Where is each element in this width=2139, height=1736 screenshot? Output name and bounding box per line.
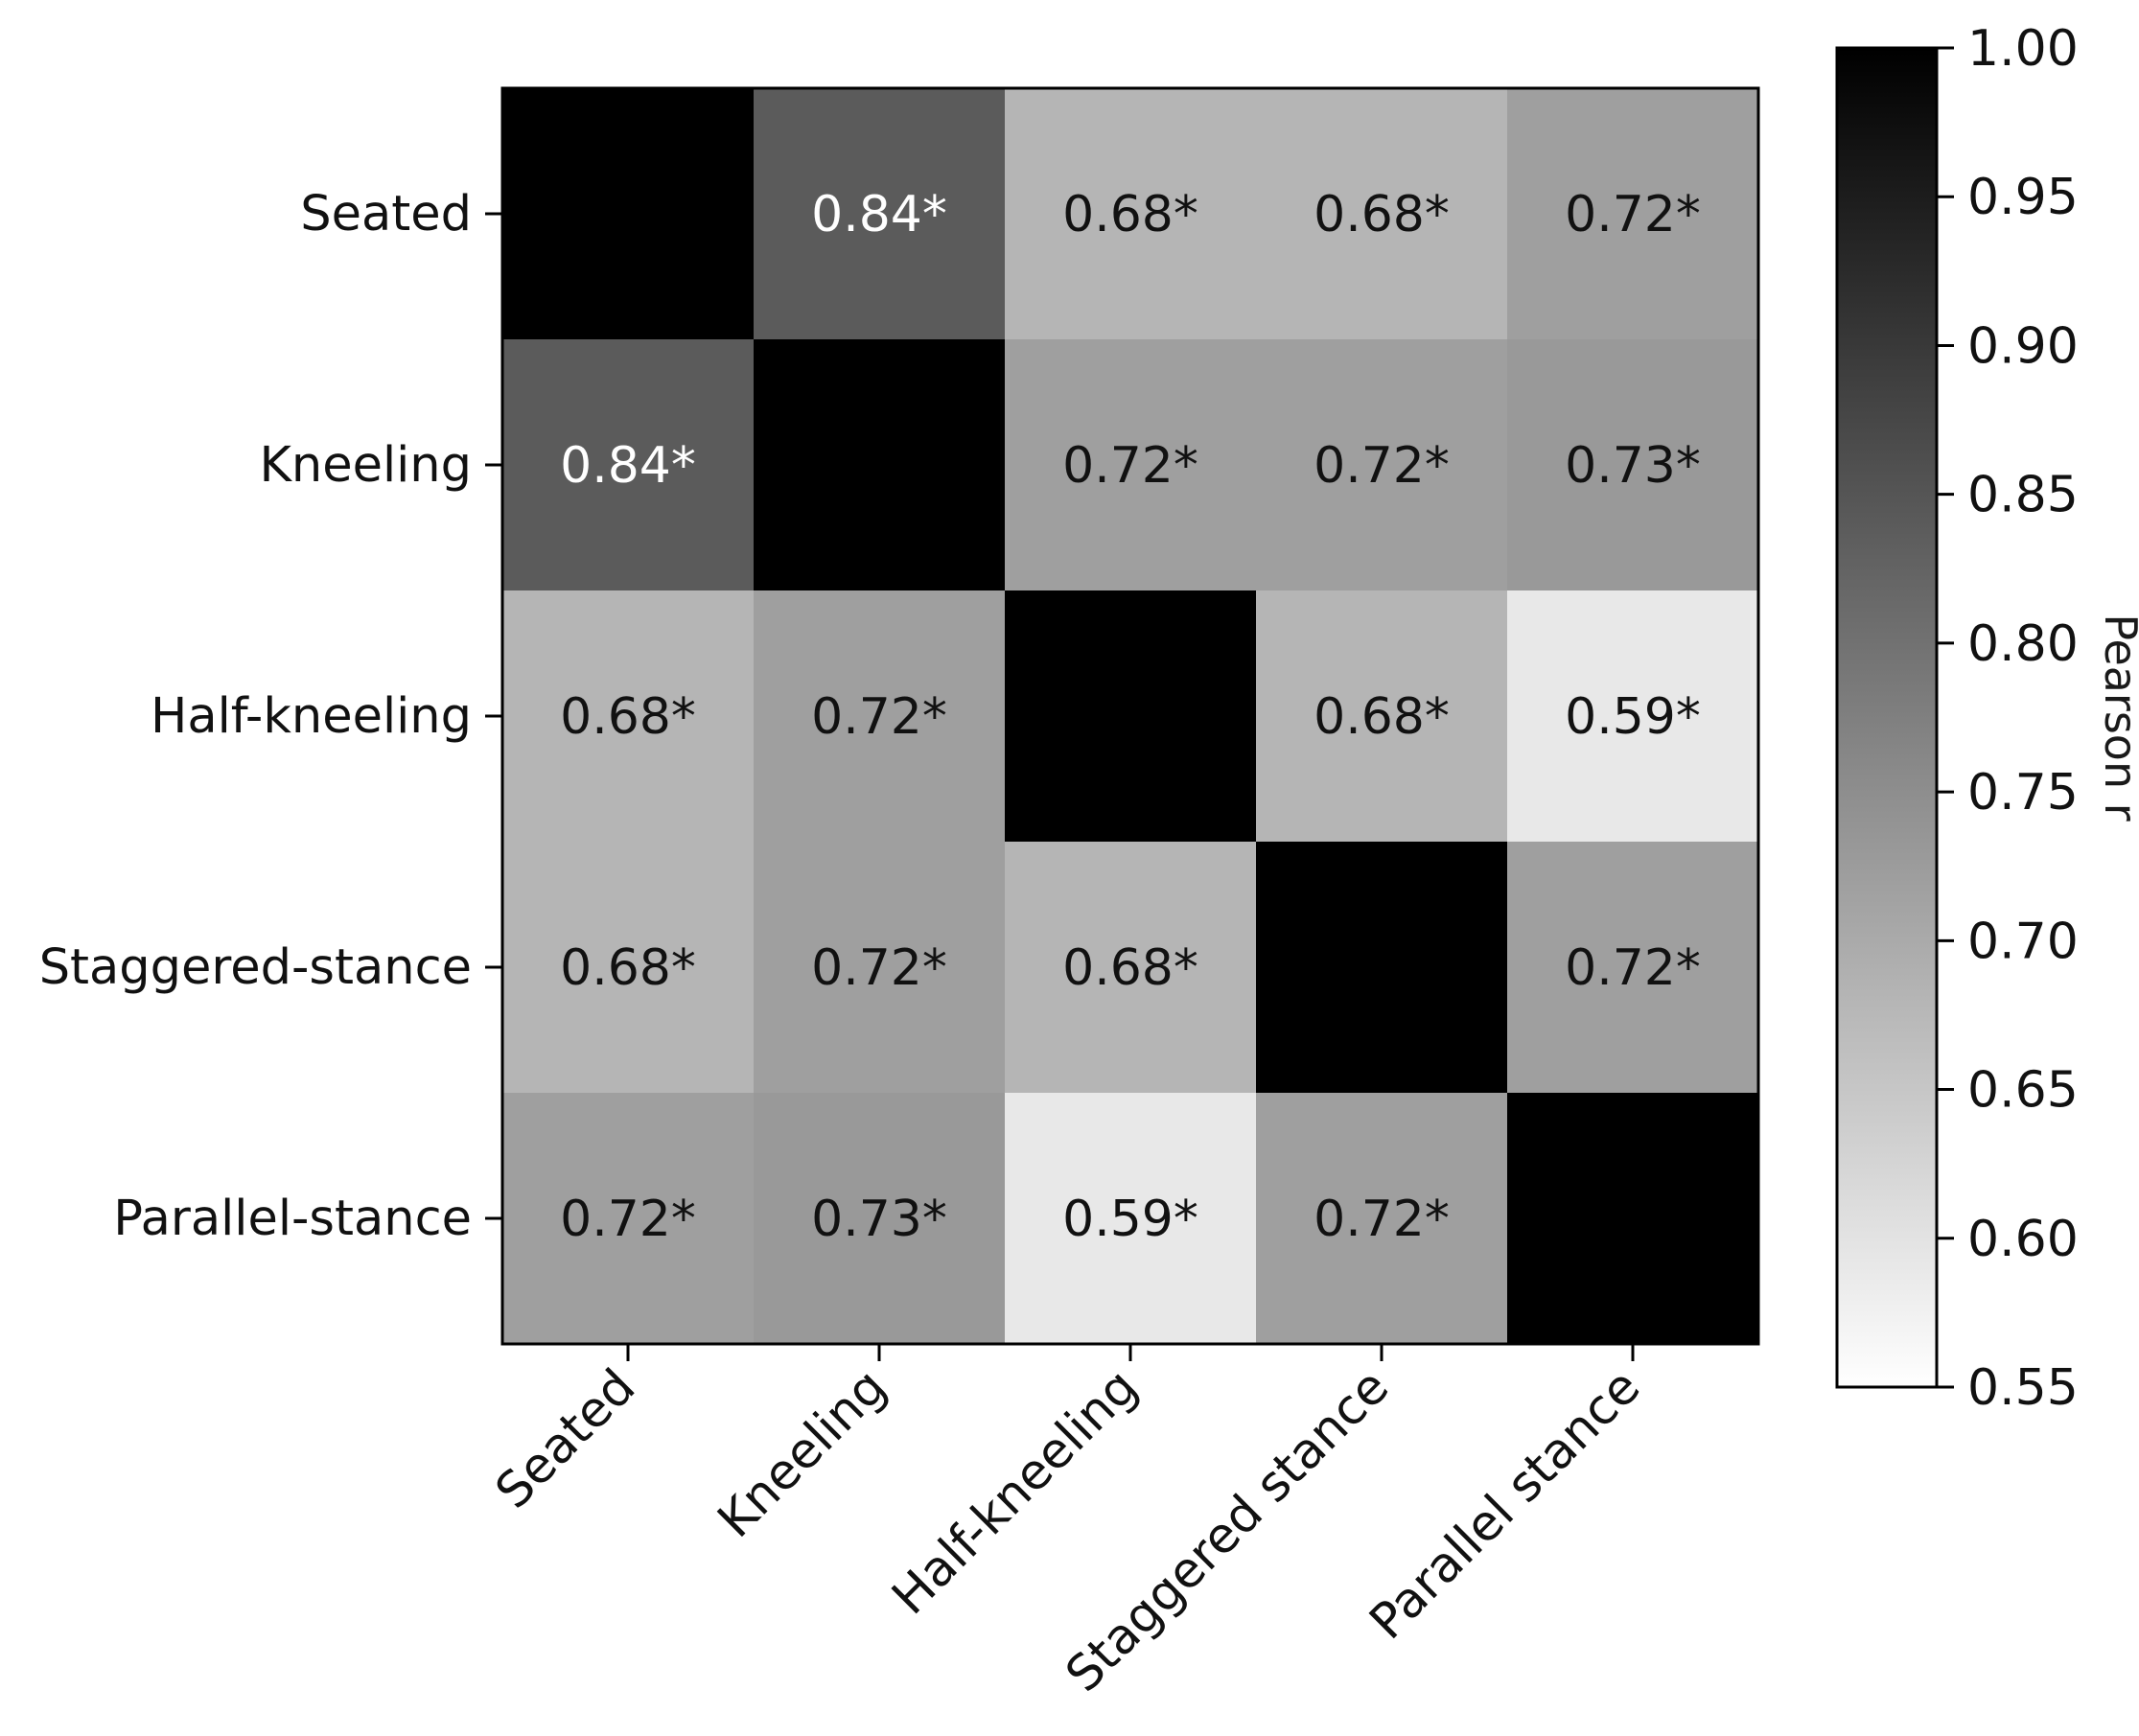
heatmap-cell-r3-c3 — [1256, 842, 1508, 1094]
heatmap-cell-r1-c2 — [1005, 339, 1257, 591]
heatmap-cell-r2-c1 — [754, 590, 1006, 843]
heatmap-cell-r4-c0 — [502, 1093, 755, 1345]
cell-label-r0-c2: 0.68* — [1062, 186, 1198, 243]
heatmap-cells — [502, 88, 1759, 1345]
cell-label-r4-c1: 0.73* — [811, 1191, 947, 1248]
cell-label-r3-c1: 0.72* — [811, 939, 947, 997]
colorbar-tick-label-8: 0.60 — [1967, 1211, 2079, 1268]
cell-label-r2-c0: 0.68* — [560, 688, 696, 746]
heatmap-cell-r0-c0 — [502, 88, 755, 340]
heatmap-cell-labels: 0.84* 0.68* 0.68* 0.72* 0.84* 0.72* 0.72* 0.73*… — [560, 186, 1701, 1248]
y-tick-label-4: Parallel-stance — [113, 1191, 472, 1247]
x-tick-label-0: Seated — [485, 1358, 646, 1519]
y-tick-label-2: Half-kneeling — [151, 688, 472, 745]
cell-label-r4-c2: 0.59* — [1062, 1191, 1198, 1248]
heatmap-cell-r3-c0 — [502, 842, 755, 1094]
cell-label-r3-c2: 0.68* — [1062, 939, 1198, 997]
heatmap-cell-r1-c1 — [754, 339, 1006, 591]
heatmap-cell-r3-c2 — [1005, 842, 1257, 1094]
cell-label-r1-c0: 0.84* — [560, 437, 696, 495]
cell-label-r2-c4: 0.59* — [1565, 688, 1701, 746]
heatmap-cell-r3-c1 — [754, 842, 1006, 1094]
colorbar: 1.00 0.95 0.90 0.85 0.80 0.75 0.70 0.65 0.60 0.55… — [1835, 20, 2139, 1417]
heatmap-cell-r1-c4 — [1507, 339, 1759, 591]
colorbar-label: Pearson r — [2095, 613, 2139, 821]
cell-label-r0-c1: 0.84* — [811, 186, 947, 243]
colorbar-tick-label-3: 0.85 — [1967, 467, 2079, 524]
cell-label-r1-c4: 0.73* — [1565, 437, 1701, 495]
heatmap-cell-r2-c4 — [1507, 590, 1759, 843]
colorbar-tick-label-9: 0.55 — [1967, 1359, 2079, 1417]
heatmap-cell-r0-c2 — [1005, 88, 1257, 340]
cell-label-r0-c4: 0.72* — [1565, 186, 1701, 243]
heatmap-cell-r2-c3 — [1256, 590, 1508, 843]
cell-label-r1-c2: 0.72* — [1062, 437, 1198, 495]
heatmap-cell-r4-c4 — [1507, 1093, 1759, 1345]
colorbar-tick-label-1: 0.95 — [1967, 169, 2079, 226]
cell-label-r3-c0: 0.68* — [560, 939, 696, 997]
cell-label-r2-c3: 0.68* — [1314, 688, 1450, 746]
colorbar-tick-label-7: 0.65 — [1967, 1062, 2079, 1120]
colorbar-tick-label-2: 0.90 — [1967, 317, 2079, 375]
heatmap-cell-r2-c2 — [1005, 590, 1257, 843]
cell-label-r1-c3: 0.72* — [1314, 437, 1450, 495]
colorbar-gradient — [1835, 46, 1939, 1389]
heatmap-cell-r0-c3 — [1256, 88, 1508, 340]
colorbar-tick-label-0: 1.00 — [1967, 20, 2079, 78]
heatmap-cell-r0-c4 — [1507, 88, 1759, 340]
heatmap-cell-r2-c0 — [502, 590, 755, 843]
heatmap-cell-r4-c3 — [1256, 1093, 1508, 1345]
cell-label-r3-c4: 0.72* — [1565, 939, 1701, 997]
cell-label-r2-c1: 0.72* — [811, 688, 947, 746]
cell-label-r0-c3: 0.68* — [1314, 186, 1450, 243]
cell-label-r4-c3: 0.72* — [1314, 1191, 1450, 1248]
x-tick-label-1: Kneeling — [708, 1358, 897, 1548]
heatmap-cell-r4-c2 — [1005, 1093, 1257, 1345]
heatmap-cell-r0-c1 — [754, 88, 1006, 340]
colorbar-tick-label-4: 0.80 — [1967, 615, 2079, 673]
colorbar-ticks: 1.00 0.95 0.90 0.85 0.80 0.75 0.70 0.65 0.60 0.55 — [1937, 20, 2079, 1417]
heatmap-cell-r3-c4 — [1507, 842, 1759, 1094]
x-tick-label-4: Parallel stance — [1360, 1358, 1651, 1650]
colorbar-tick-label-5: 0.75 — [1967, 764, 2079, 822]
heatmap-cell-r1-c0 — [502, 339, 755, 591]
x-tick-label-2: Half-kneeling — [882, 1358, 1150, 1626]
y-tick-label-3: Staggered-stance — [39, 939, 472, 996]
y-axis: Seated Kneeling Half-kneeling Staggered-sta… — [39, 186, 502, 1247]
heatmap-cell-r4-c1 — [754, 1093, 1006, 1345]
colorbar-tick-label-6: 0.70 — [1967, 913, 2079, 970]
heatmap-cell-r1-c3 — [1256, 339, 1508, 591]
y-tick-label-1: Kneeling — [259, 437, 472, 494]
y-tick-label-0: Seated — [300, 186, 472, 243]
cell-label-r4-c0: 0.72* — [560, 1191, 696, 1248]
